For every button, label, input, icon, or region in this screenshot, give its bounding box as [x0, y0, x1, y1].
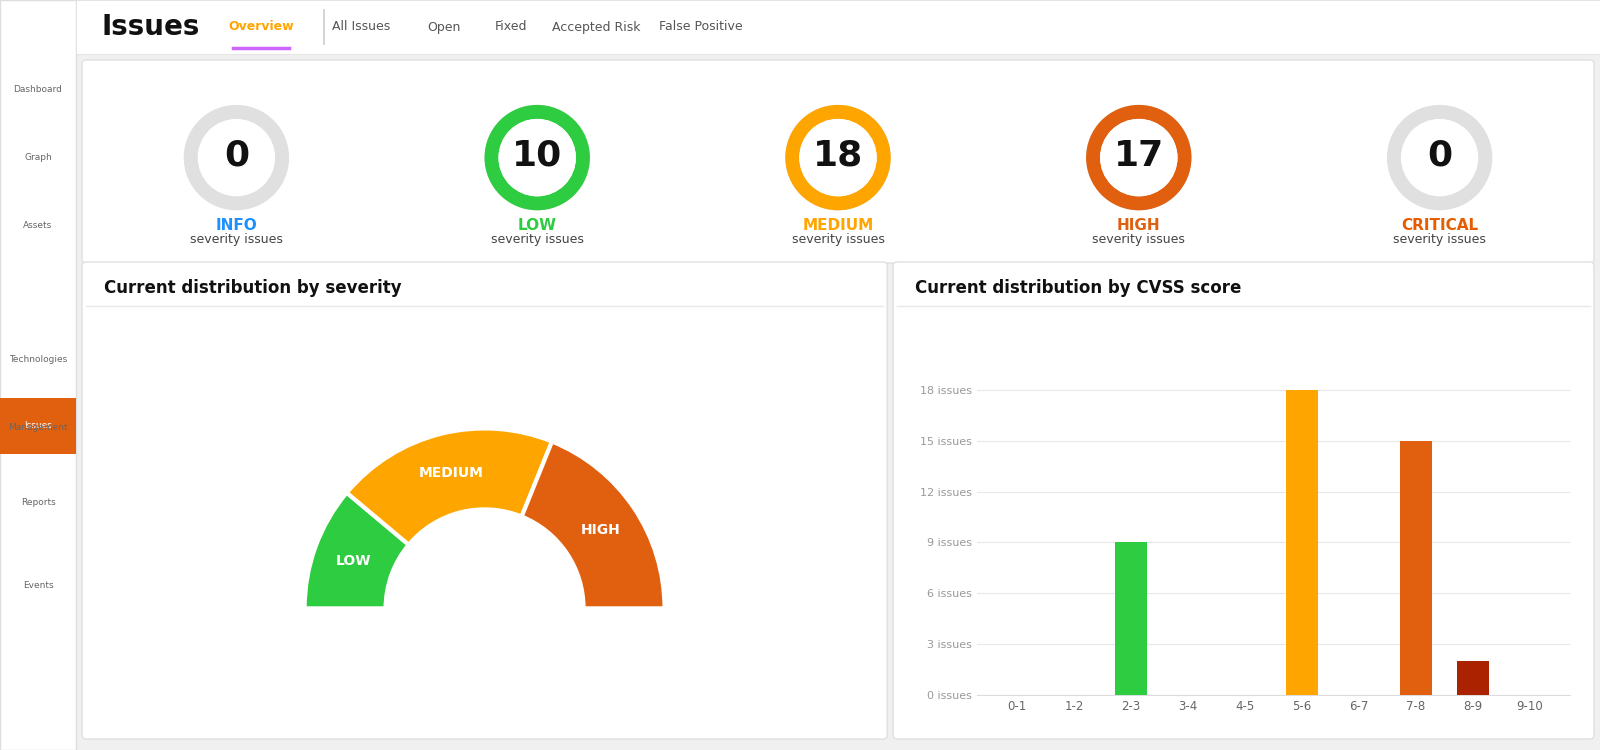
Text: Current distribution by severity: Current distribution by severity: [104, 279, 402, 297]
Text: severity issues: severity issues: [1394, 233, 1486, 246]
Text: False Positive: False Positive: [659, 20, 742, 34]
Text: severity issues: severity issues: [190, 233, 283, 246]
Text: 10: 10: [512, 139, 562, 172]
Circle shape: [499, 119, 576, 196]
Text: HIGH: HIGH: [1117, 218, 1160, 233]
Circle shape: [198, 119, 275, 196]
Text: Overview: Overview: [229, 20, 294, 34]
Circle shape: [485, 106, 589, 209]
Text: Management: Management: [8, 423, 67, 432]
Bar: [1400, 441, 1432, 695]
Text: severity issues: severity issues: [491, 233, 584, 246]
Circle shape: [1402, 119, 1478, 196]
Wedge shape: [347, 428, 552, 544]
FancyBboxPatch shape: [893, 262, 1594, 739]
Circle shape: [485, 106, 589, 209]
Circle shape: [499, 119, 576, 196]
Text: Graph: Graph: [24, 153, 51, 162]
Text: CRITICAL: CRITICAL: [1402, 218, 1478, 233]
Text: Events: Events: [22, 580, 53, 590]
FancyBboxPatch shape: [0, 398, 77, 454]
Text: MEDIUM: MEDIUM: [418, 466, 483, 480]
Text: Reports: Reports: [21, 498, 56, 507]
Bar: [1115, 542, 1147, 695]
Text: MEDIUM: MEDIUM: [802, 218, 874, 233]
FancyBboxPatch shape: [77, 0, 1600, 54]
Text: Issues: Issues: [24, 422, 51, 430]
Text: 0: 0: [1427, 139, 1453, 172]
Circle shape: [1086, 106, 1190, 209]
Text: severity issues: severity issues: [1093, 233, 1186, 246]
Wedge shape: [304, 493, 408, 608]
Text: Issues: Issues: [102, 13, 200, 41]
Circle shape: [786, 106, 890, 209]
Circle shape: [1101, 119, 1176, 196]
Circle shape: [1086, 106, 1190, 209]
Text: 0: 0: [224, 139, 250, 172]
Text: All Issues: All Issues: [331, 20, 390, 34]
FancyBboxPatch shape: [82, 60, 1594, 263]
Text: INFO: INFO: [216, 218, 258, 233]
FancyBboxPatch shape: [0, 0, 77, 750]
FancyBboxPatch shape: [86, 59, 1590, 740]
FancyBboxPatch shape: [82, 262, 886, 739]
Text: severity issues: severity issues: [792, 233, 885, 246]
Circle shape: [800, 119, 877, 196]
Circle shape: [1387, 106, 1491, 209]
Text: Open: Open: [427, 20, 461, 34]
Text: Accepted Risk: Accepted Risk: [552, 20, 640, 34]
Text: LOW: LOW: [336, 554, 371, 568]
Bar: [1458, 661, 1488, 695]
Text: HIGH: HIGH: [581, 524, 621, 538]
Text: 18: 18: [813, 139, 862, 172]
Wedge shape: [522, 442, 664, 608]
Circle shape: [184, 106, 288, 209]
Text: Technologies: Technologies: [10, 356, 67, 364]
Circle shape: [786, 106, 890, 209]
Text: Dashboard: Dashboard: [13, 86, 62, 94]
Text: LOW: LOW: [518, 218, 557, 233]
Bar: [1286, 390, 1318, 695]
Text: Fixed: Fixed: [494, 20, 528, 34]
Text: 17: 17: [1114, 139, 1163, 172]
Circle shape: [1101, 119, 1176, 196]
Text: Assets: Assets: [24, 220, 53, 230]
Circle shape: [800, 119, 877, 196]
Text: Current distribution by CVSS score: Current distribution by CVSS score: [915, 279, 1242, 297]
